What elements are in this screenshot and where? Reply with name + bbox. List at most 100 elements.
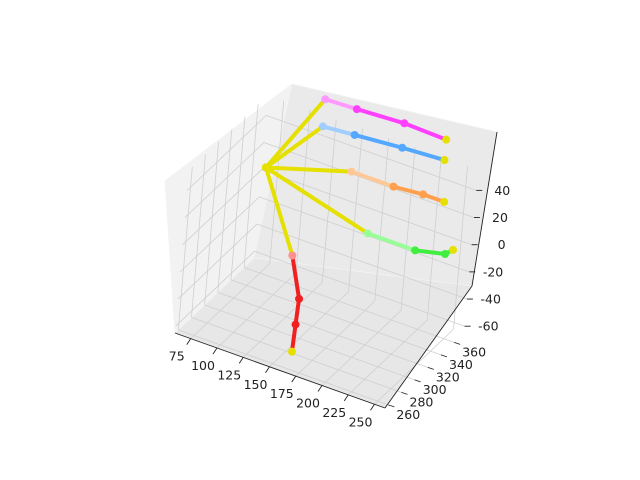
grid-line-y-left — [243, 104, 259, 268]
z-axis-line — [471, 131, 498, 287]
series-3-segment-0 — [263, 97, 328, 170]
grid-line-y-floor — [243, 266, 455, 343]
grid-line-y-left — [217, 129, 233, 293]
grid-line-y-left — [204, 141, 220, 305]
series-0-segment-1 — [290, 253, 302, 301]
grid-line-x-floor — [190, 263, 271, 339]
y-tick-label: 280 — [410, 394, 434, 409]
grid-line-z-left — [186, 115, 267, 191]
grid-lines — [175, 100, 477, 406]
grid-line-x-back — [400, 147, 416, 311]
grid-line-y-left — [191, 154, 206, 318]
x-tick-mark — [212, 347, 218, 355]
y-tick-label: 340 — [449, 357, 473, 372]
grid-line-z-left — [184, 142, 265, 218]
grid-line-y-floor — [230, 279, 442, 356]
series-0-point-3 — [291, 320, 300, 329]
z-tick-label: -20 — [483, 264, 503, 279]
y-tick-mark — [388, 404, 395, 408]
x-tick-mark — [265, 366, 270, 373]
axes — [174, 131, 498, 411]
series-3-point-1 — [321, 95, 330, 104]
series-4-point-1 — [363, 229, 372, 238]
x-tick-mark — [186, 338, 192, 345]
series-3-point-4 — [442, 135, 451, 144]
series-1-point-4 — [440, 197, 449, 206]
series-lines — [263, 97, 455, 354]
grid-line-z-back — [256, 223, 468, 300]
series-2-segment-1 — [320, 124, 357, 137]
series-0-point-2 — [295, 294, 304, 303]
y-tick-mark — [453, 341, 461, 345]
series-0-segment-2 — [293, 296, 302, 327]
series-4-segment-2 — [413, 248, 448, 257]
z-tick-label: -40 — [480, 292, 500, 307]
x-tick-mark — [370, 404, 375, 411]
series-3-segment-3 — [402, 121, 449, 142]
y-tick-label: 260 — [396, 407, 420, 422]
grid-line-x-back — [348, 128, 363, 292]
y-tick-label: 300 — [423, 382, 447, 397]
grid-line-x-floor — [216, 272, 297, 349]
x-tick-mark — [317, 385, 323, 392]
y-tick-mark — [414, 379, 421, 383]
series-4-point-0 — [261, 163, 270, 172]
series-0-point-4 — [287, 347, 296, 356]
x-tick-label: 200 — [296, 396, 320, 411]
series-3-point-3 — [400, 119, 409, 128]
series-1-segment-1 — [349, 169, 396, 189]
x-tick-label: 250 — [349, 414, 373, 429]
series-3-segment-1 — [323, 97, 359, 112]
grid-line-x-floor — [347, 319, 428, 396]
y-tick-mark — [440, 354, 448, 358]
y-tick-label: 360 — [462, 344, 486, 359]
z-tick-label: 20 — [492, 210, 508, 225]
series-1-segment-2 — [391, 184, 426, 197]
y-tick-mark — [427, 366, 434, 370]
series-4-point-2 — [411, 246, 420, 255]
x-tick-label: 225 — [322, 405, 346, 420]
grid-line-x-back — [453, 166, 468, 330]
x-tick-label: 175 — [270, 386, 294, 401]
series-2-point-4 — [440, 156, 449, 165]
grid-line-y-left — [177, 166, 193, 330]
series-2-segment-2 — [352, 132, 405, 150]
grid-line-y-floor — [204, 304, 415, 381]
grid-line-z-back — [254, 250, 465, 327]
x-tick-mark — [238, 357, 244, 364]
series-4-segment-1 — [365, 231, 418, 253]
grid-line-x-floor — [295, 300, 376, 377]
series-2-point-1 — [318, 122, 327, 131]
grid-line-x-back — [321, 119, 337, 283]
grid-line-x-back — [374, 138, 390, 302]
series-0-segment-0 — [263, 165, 295, 258]
grid-line-z-back — [261, 169, 472, 246]
series-3-segment-2 — [354, 107, 407, 126]
series-4-point-3 — [441, 250, 450, 259]
z-tick-label: 0 — [498, 237, 506, 252]
series-4-segment-0 — [263, 165, 370, 236]
series-2-point-3 — [398, 143, 407, 152]
series-1-point-2 — [389, 182, 398, 191]
grid-line-z-left — [175, 250, 255, 327]
grid-line-z-left — [179, 196, 260, 273]
grid-line-z-left — [182, 169, 262, 245]
series-1-point-3 — [419, 190, 428, 199]
x-tick-label: 75 — [169, 349, 185, 364]
series-1-segment-0 — [263, 165, 354, 174]
grid-line-z-left — [177, 223, 258, 300]
grid-line-y-floor — [178, 329, 389, 406]
x-tick-mark — [291, 375, 297, 383]
x-tick-label: 150 — [244, 377, 268, 392]
y-tick-mark — [401, 391, 408, 395]
series-1-point-1 — [347, 167, 356, 176]
grid-line-y-floor — [217, 291, 428, 368]
grid-line-y-floor — [191, 316, 402, 393]
x-tick-label: 100 — [191, 358, 215, 373]
series-points — [261, 95, 457, 356]
series-0-segment-3 — [289, 322, 298, 354]
x-tick-mark — [343, 394, 349, 402]
x-axis-line — [174, 332, 386, 409]
